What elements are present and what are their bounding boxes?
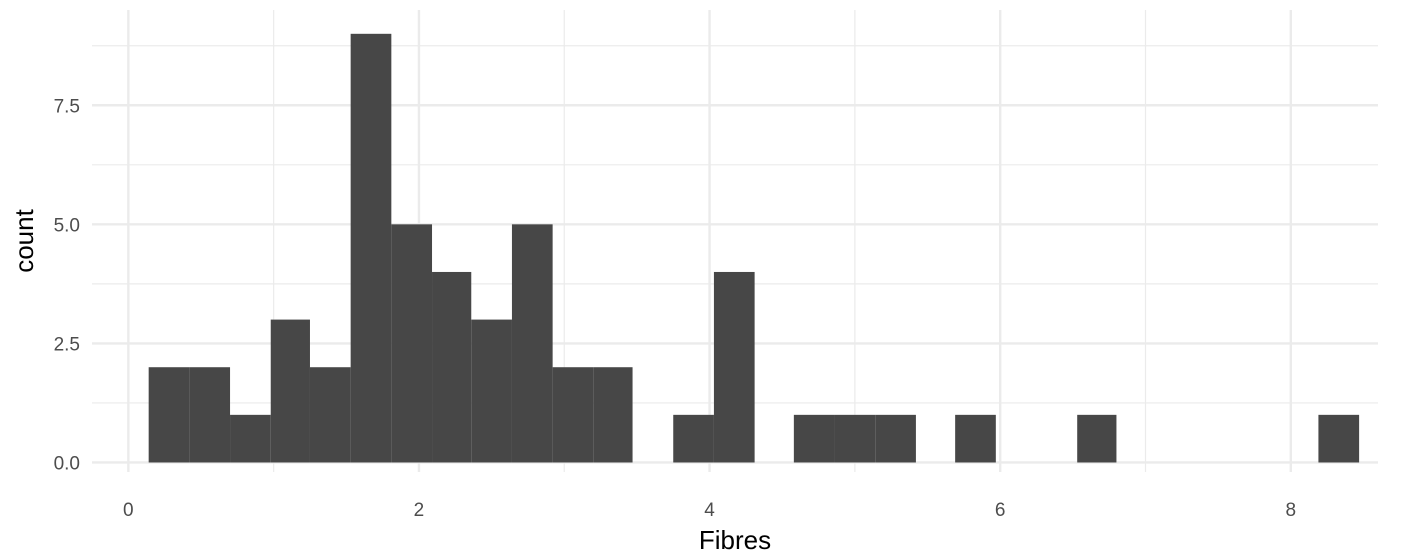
histogram-bar-3 [270,319,310,463]
histogram-bar-16 [793,414,835,463]
histogram-bar-6 [391,224,433,463]
y-tick-label: 5.0 [54,215,80,236]
histogram-bar-14 [713,271,755,463]
histogram-bar-20 [955,414,996,463]
histogram-bar-13 [673,414,714,463]
histogram-bar-8 [471,319,512,463]
x-tick-label: 4 [704,500,715,521]
histogram-bar-11 [593,367,633,463]
histogram-bar-10 [552,367,594,463]
histogram-bar-5 [350,33,392,463]
histogram-bar-1 [189,367,231,463]
histogram-bar-23 [1077,414,1117,463]
histogram-bar-18 [875,414,916,463]
y-tick-label: 2.5 [54,334,80,355]
x-axis-title: Fibres [699,525,771,553]
y-tick-label: 7.5 [54,96,80,117]
histogram-bars [148,33,1360,463]
x-tick-label: 0 [123,500,134,521]
histogram-bar-2 [230,414,271,463]
histogram-bar-29 [1318,414,1360,463]
histogram-bar-17 [834,414,876,463]
histogram-bar-4 [309,367,351,463]
y-tick-label: 0.0 [54,453,80,474]
y-axis-tick-labels: 0.0 2.5 5.0 7.5 [54,96,80,474]
histogram-bar-0 [148,367,190,463]
histogram-bar-9 [511,224,553,463]
x-axis-tick-labels: 0 2 4 6 8 [123,500,1296,521]
histogram-bar-7 [432,271,472,463]
x-tick-label: 8 [1286,500,1297,521]
x-tick-label: 2 [414,500,425,521]
x-tick-label: 6 [995,500,1006,521]
y-axis-title: count [9,208,39,272]
